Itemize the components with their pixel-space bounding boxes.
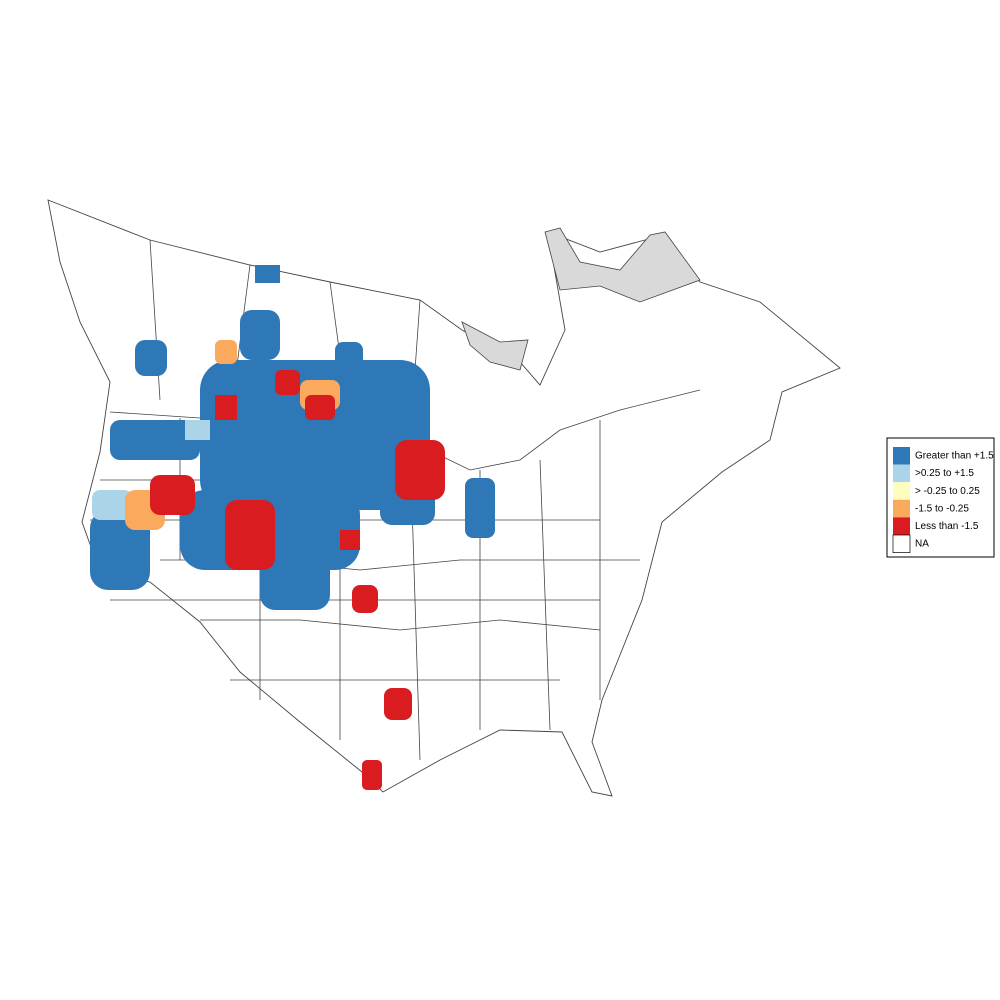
legend-label: NA [915, 539, 929, 550]
cell-red [305, 395, 335, 420]
legend-swatch [893, 517, 910, 535]
cell-light [92, 490, 132, 520]
cell-red [275, 370, 300, 395]
cell-light [185, 420, 210, 440]
legend-label: Greater than +1.5 [915, 451, 994, 462]
legend-swatch [893, 482, 910, 500]
cell-red [395, 440, 445, 500]
cell-orange [215, 340, 237, 364]
legend-label: >0.25 to +1.5 [915, 468, 974, 479]
legend-swatch [892, 534, 911, 553]
cell-red [215, 395, 237, 420]
cell-blue [260, 550, 330, 610]
cell-blue [465, 478, 495, 538]
legend-swatch [893, 464, 910, 483]
cell-red [340, 530, 360, 550]
na-region [461, 321, 529, 371]
legend-label: Less than -1.5 [915, 521, 979, 532]
cell-blue [110, 420, 200, 460]
cell-red [352, 585, 378, 613]
data-cells [90, 265, 495, 790]
legend-label: > -0.25 to 0.25 [915, 486, 980, 497]
cell-blue [135, 340, 167, 376]
legend-label: -1.5 to -0.25 [915, 503, 969, 514]
cell-red [225, 500, 275, 570]
legend-swatch [893, 499, 910, 518]
cell-blue [240, 310, 280, 360]
cell-red [362, 760, 382, 790]
cell-blue [200, 360, 430, 510]
legend-swatch [893, 447, 910, 465]
na-region [544, 227, 701, 303]
cell-red [384, 688, 412, 720]
cell-red [150, 475, 195, 515]
cell-blue [255, 265, 280, 283]
legend: Greater than +1.5 >0.25 to +1.5 > -0.25 to… [892, 447, 994, 553]
